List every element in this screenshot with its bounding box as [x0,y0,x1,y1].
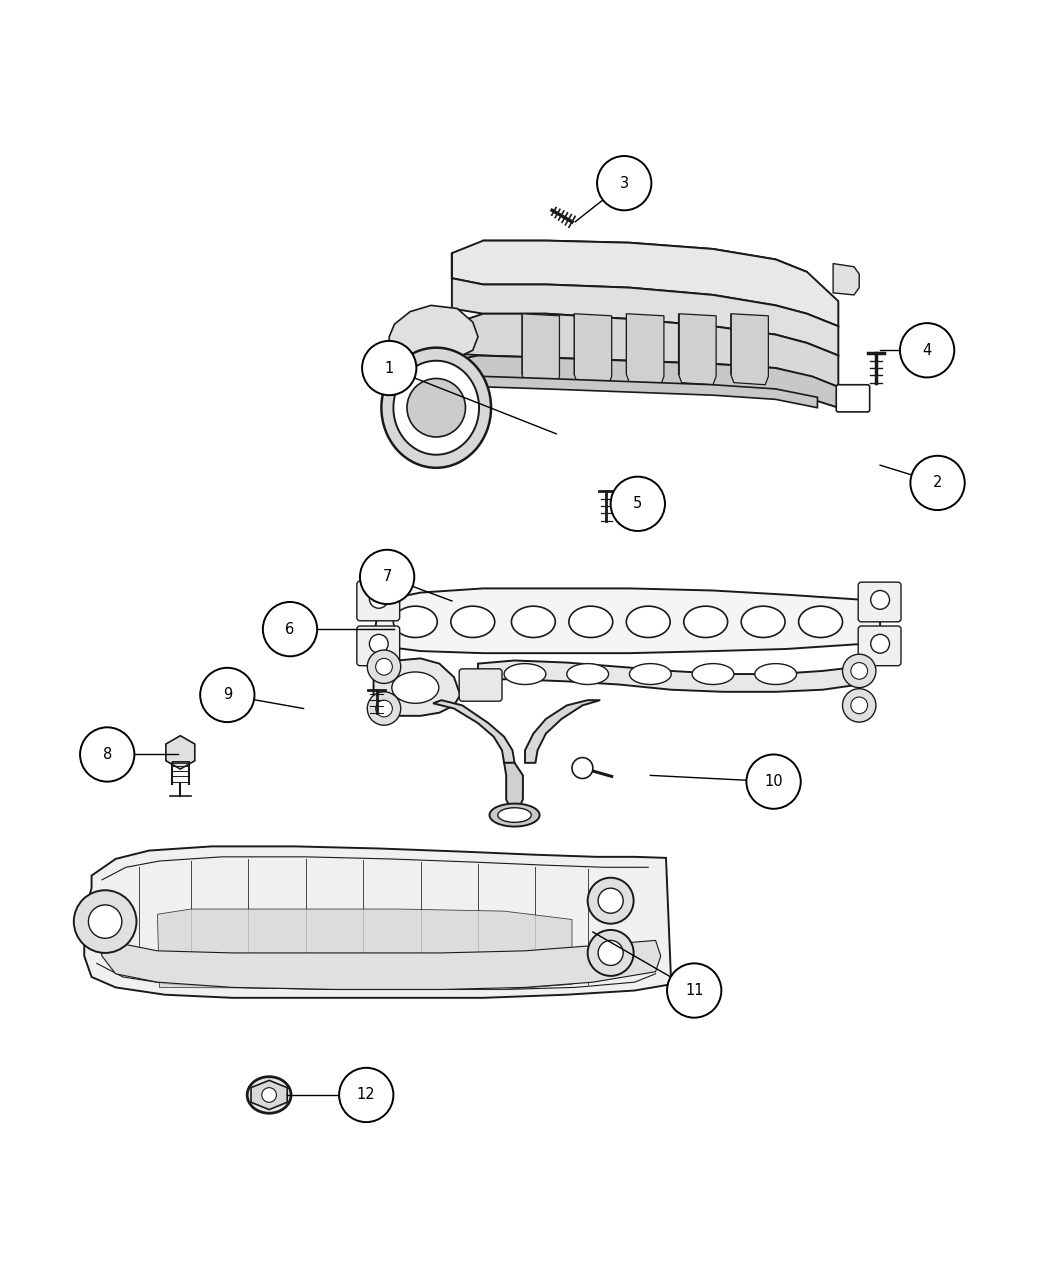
Ellipse shape [394,606,437,638]
Polygon shape [504,762,523,813]
Text: 12: 12 [357,1088,376,1103]
Ellipse shape [629,663,671,685]
Ellipse shape [450,606,495,638]
Circle shape [370,635,388,653]
Circle shape [598,889,624,913]
Text: 3: 3 [620,176,629,191]
Ellipse shape [381,348,491,468]
Text: 11: 11 [685,983,704,998]
Ellipse shape [498,808,531,822]
Polygon shape [731,314,769,385]
Circle shape [747,755,801,808]
Ellipse shape [684,606,728,638]
Ellipse shape [692,663,734,685]
Text: 7: 7 [382,570,392,584]
Ellipse shape [247,1076,291,1113]
Ellipse shape [511,606,555,638]
Circle shape [850,697,867,714]
Polygon shape [452,356,838,408]
Circle shape [850,663,867,680]
Polygon shape [452,314,838,386]
Circle shape [339,1067,394,1122]
Polygon shape [97,932,660,989]
Polygon shape [433,700,514,762]
Ellipse shape [799,606,842,638]
Polygon shape [374,658,460,715]
Circle shape [910,455,965,510]
Text: 8: 8 [103,747,112,762]
Polygon shape [166,736,195,769]
Polygon shape [452,241,838,326]
Circle shape [368,650,401,683]
FancyBboxPatch shape [459,669,502,701]
Circle shape [870,635,889,653]
Polygon shape [158,909,572,989]
Circle shape [74,890,136,952]
Circle shape [80,727,134,782]
Polygon shape [452,254,838,356]
FancyBboxPatch shape [858,626,901,666]
Text: 2: 2 [932,476,942,491]
Ellipse shape [394,361,479,455]
FancyBboxPatch shape [357,581,400,621]
Text: 5: 5 [633,496,643,511]
Circle shape [870,590,889,609]
Circle shape [597,156,651,210]
Polygon shape [483,376,818,408]
Circle shape [407,379,465,437]
Circle shape [262,602,317,657]
Circle shape [900,323,954,377]
Text: 1: 1 [384,361,394,376]
Ellipse shape [392,672,439,704]
Circle shape [261,1088,276,1103]
Polygon shape [833,264,859,295]
Ellipse shape [569,606,613,638]
Circle shape [611,477,665,530]
Ellipse shape [504,663,546,685]
Text: 4: 4 [923,343,931,358]
Ellipse shape [489,803,540,826]
Circle shape [376,658,393,674]
Polygon shape [483,241,807,284]
Polygon shape [478,660,859,692]
Circle shape [368,692,401,725]
Circle shape [667,964,721,1017]
Circle shape [362,340,417,395]
Ellipse shape [626,606,670,638]
Circle shape [842,654,876,687]
Ellipse shape [567,663,609,685]
Polygon shape [390,306,478,361]
Polygon shape [525,700,601,762]
Circle shape [572,757,593,779]
Polygon shape [84,847,671,998]
Circle shape [201,668,254,722]
Text: 9: 9 [223,687,232,703]
Circle shape [588,929,633,975]
Circle shape [842,688,876,722]
Ellipse shape [741,606,785,638]
Circle shape [598,941,624,965]
Polygon shape [678,314,716,385]
Polygon shape [374,588,880,653]
FancyBboxPatch shape [836,385,869,412]
FancyBboxPatch shape [357,626,400,666]
Text: 6: 6 [286,622,295,636]
Circle shape [360,550,415,604]
Circle shape [588,877,633,923]
Polygon shape [574,314,612,385]
FancyBboxPatch shape [858,583,901,622]
Circle shape [376,700,393,717]
Circle shape [370,589,388,608]
Ellipse shape [755,663,797,685]
Circle shape [88,905,122,938]
Polygon shape [522,314,560,385]
Polygon shape [251,1080,288,1109]
Text: 10: 10 [764,774,783,789]
Polygon shape [626,314,664,385]
